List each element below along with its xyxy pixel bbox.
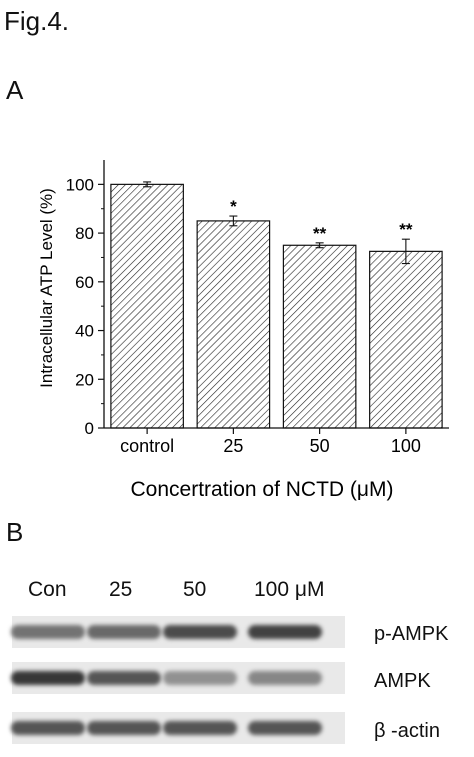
panel-b-label: B [6, 517, 24, 547]
blot-band [248, 721, 322, 735]
blot-band [163, 625, 237, 639]
blot-band [87, 625, 161, 639]
y-tick-label: 20 [75, 370, 94, 389]
lane-label-100: 100 μM [254, 578, 325, 601]
x-tick-label: 100 [391, 436, 421, 456]
bar-control [110, 183, 184, 429]
significance-marker: ** [313, 224, 327, 243]
band-label-p-ampk: p-AMPK [374, 623, 449, 645]
blot-strip-0 [11, 616, 345, 648]
x-tick-label: 50 [310, 436, 330, 456]
x-axis-label: Concertration of NCTD (μM) [131, 478, 394, 501]
x-tick-label: 25 [223, 436, 243, 456]
lane-label-50: 50 [183, 578, 207, 601]
blot-band [163, 721, 237, 735]
band-label-beta-actin: β -actin [374, 720, 440, 742]
blot-strip-1 [11, 662, 345, 694]
atp-bar-chart: 0 20 40 60 80 100 control 25 * 50 ** 100 ** Intracel… [37, 160, 449, 501]
significance-marker: * [230, 197, 237, 216]
bar-50 [282, 244, 357, 429]
y-tick-label: 60 [75, 273, 94, 292]
x-tick-label: control [120, 436, 174, 456]
y-tick-label: 100 [66, 175, 94, 194]
blot-band [87, 721, 161, 735]
lane-label-25: 25 [109, 578, 133, 601]
y-tick-label: 40 [75, 322, 94, 341]
y-tick-label: 80 [75, 224, 94, 243]
panel-a-label: A [6, 75, 24, 105]
blot-strip-2 [11, 712, 345, 744]
blot-band [248, 671, 322, 685]
blot-band [163, 671, 237, 685]
significance-marker: ** [399, 220, 413, 239]
bar-25 [196, 220, 271, 429]
bar-100 [369, 250, 443, 429]
blot-band [11, 625, 85, 639]
blot-band [87, 671, 161, 685]
blot-band [11, 721, 85, 735]
y-axis-label: Intracellular ATP Level (%) [37, 188, 56, 388]
figure-title: Fig.4. [4, 6, 70, 36]
y-tick-label: 0 [85, 419, 94, 438]
lane-label-con: Con [28, 578, 67, 601]
band-label-ampk: AMPK [374, 670, 431, 692]
blot-band [248, 625, 322, 639]
blot-band [11, 671, 85, 685]
